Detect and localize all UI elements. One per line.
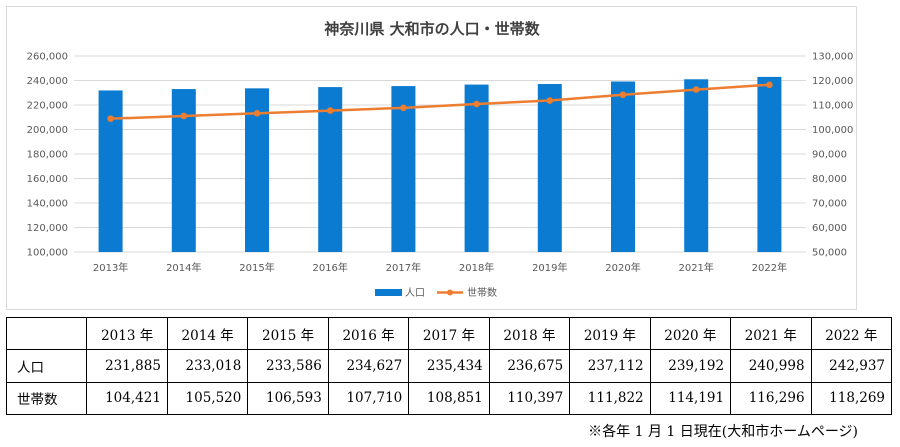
left-tick-label: 160,000: [27, 174, 68, 185]
left-tick-label: 240,000: [27, 76, 68, 87]
households-point: [619, 91, 627, 99]
table-cell: 237,112: [569, 349, 651, 383]
table-year-header: 2022 年: [810, 316, 893, 351]
table-row-households: 世帯数 104,421 105,520 106,593 107,710 108,851 11…: [5, 381, 893, 416]
households-point: [692, 86, 700, 93]
x-tick-label: 2015年: [239, 261, 274, 274]
households-point: [180, 112, 188, 120]
left-tick-label: 200,000: [27, 125, 68, 136]
x-tick-label: 2013年: [93, 261, 128, 274]
table-cell: 108,851: [408, 381, 490, 416]
footnote: ※各年 1 月 1 日現在(大和市ホームページ): [588, 424, 858, 440]
table-year-header: 2016 年: [327, 316, 410, 351]
chart-frame: 神奈川県 大和市の人口・世帯数 100,000 120,000 140,000 160…: [6, 6, 857, 310]
population-bar: [537, 84, 562, 252]
right-tick-label: 100,000: [812, 125, 853, 136]
x-tick-label: 2017年: [386, 261, 421, 274]
population-bar: [98, 90, 123, 252]
population-bar: [611, 81, 635, 252]
table-cell: 110,397: [488, 381, 571, 416]
table-cell: 114,191: [649, 381, 732, 416]
table-cell: 111,822: [569, 381, 651, 416]
right-tick-label: 80,000: [812, 174, 847, 185]
gridlines: [74, 55, 806, 253]
population-bar: [757, 76, 782, 252]
right-tick-label: 90,000: [812, 150, 847, 161]
households-point: [253, 110, 261, 117]
table-cell: 233,586: [247, 349, 329, 383]
x-tick-label: 2020年: [605, 261, 640, 274]
chart-title: 神奈川県 大和市の人口・世帯数: [324, 20, 540, 38]
table-cell: 118,269: [810, 381, 893, 416]
legend-label-population: 人口: [405, 287, 425, 299]
table-header-row: 2013 年 2014 年 2015 年 2016 年 2017 年 2018 年 2019…: [5, 316, 893, 351]
households-point: [326, 107, 334, 114]
table-cell: 236,675: [488, 349, 571, 383]
legend: 人口 世帯数: [375, 286, 497, 299]
table-cell: 233,018: [166, 349, 249, 383]
x-tick-label: 2016年: [312, 261, 347, 274]
households-point: [546, 97, 554, 104]
left-tick-label: 180,000: [27, 150, 68, 161]
table-cell: 242,937: [810, 349, 893, 383]
x-tick-label: 2019年: [532, 261, 567, 274]
table-year-header: 2014 年: [166, 316, 249, 351]
x-axis-ticks: 2013年 2014年 2015年 2016年 2017年 2018年 2019年 2020年…: [93, 261, 787, 274]
table-year-header: 2019 年: [569, 316, 651, 351]
x-tick-label: 2018年: [459, 261, 494, 274]
left-tick-label: 140,000: [27, 199, 68, 210]
households-point: [766, 81, 773, 89]
left-tick-label: 220,000: [27, 101, 68, 112]
right-tick-label: 120,000: [812, 76, 853, 87]
population-bar: [391, 86, 416, 252]
table-year-header: 2021 年: [730, 316, 812, 351]
right-tick-label: 60,000: [812, 223, 847, 234]
table-cell: 105,520: [166, 381, 249, 416]
left-tick-label: 260,000: [27, 52, 68, 63]
table-cell: 231,885: [86, 349, 168, 383]
right-tick-label: 130,000: [812, 52, 853, 63]
table-cell: 116,296: [730, 381, 812, 416]
x-tick-label: 2014年: [166, 261, 201, 274]
legend-marker-households: [447, 289, 453, 296]
population-bar: [684, 79, 709, 252]
table-row-population: 人口 231,885 233,018 233,586 234,627 235,434 236…: [5, 349, 893, 383]
table-cell: 107,710: [327, 381, 410, 416]
table-row-label: 人口: [5, 349, 88, 383]
population-bars: [98, 76, 782, 253]
table-cell: 104,421: [86, 381, 168, 416]
left-axis-ticks: 100,000 120,000 140,000 160,000 180,000 200,0…: [27, 52, 68, 259]
left-tick-label: 120,000: [27, 223, 68, 234]
table-year-header: 2017 年: [408, 316, 490, 351]
households-line: [107, 81, 773, 122]
legend-swatch-population: [375, 289, 402, 296]
legend-label-households: 世帯数: [467, 286, 497, 299]
table-year-header: 2020 年: [649, 316, 732, 351]
right-axis-ticks: 50,000 60,000 70,000 80,000 90,000 100,000 110…: [812, 52, 853, 259]
households-point: [400, 104, 407, 112]
right-tick-label: 50,000: [812, 248, 847, 259]
table-cell: 235,434: [408, 349, 490, 383]
table-corner-cell: [5, 316, 88, 351]
table-cell: 234,627: [327, 349, 410, 383]
households-point: [107, 115, 114, 122]
table-year-header: 2015 年: [247, 316, 329, 351]
table-cell: 240,998: [730, 349, 812, 383]
right-tick-label: 70,000: [812, 199, 847, 210]
combo-chart: 神奈川県 大和市の人口・世帯数 100,000 120,000 140,000 160…: [27, 20, 854, 299]
x-tick-label: 2022年: [752, 261, 787, 274]
population-bar: [464, 84, 489, 253]
table-year-header: 2013 年: [86, 316, 168, 351]
table-cell: 239,192: [649, 349, 732, 383]
table-year-header: 2018 年: [488, 316, 571, 351]
households-line-path: [110, 83, 770, 120]
table-row-label: 世帯数: [5, 381, 88, 416]
left-tick-label: 100,000: [27, 248, 68, 259]
population-bar: [318, 87, 343, 252]
x-tick-label: 2021年: [678, 261, 713, 274]
households-point: [473, 100, 480, 108]
data-table: 2013 年 2014 年 2015 年 2016 年 2017 年 2018 年 2019…: [5, 316, 893, 416]
right-tick-label: 110,000: [812, 101, 853, 112]
table-cell: 106,593: [247, 381, 329, 416]
